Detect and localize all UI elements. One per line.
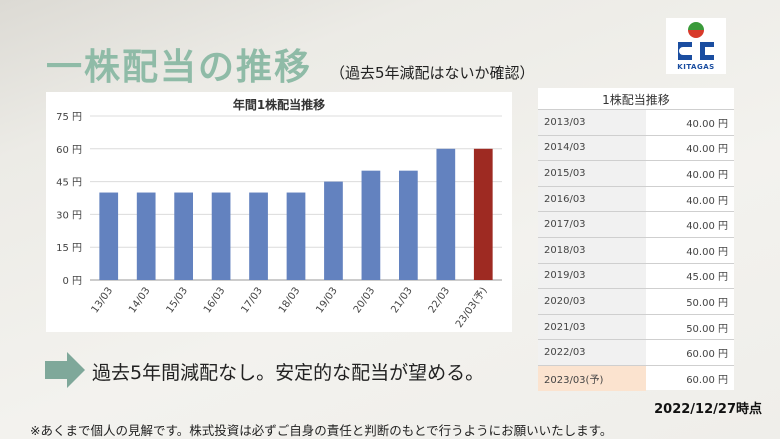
- table-cell-value: 50.00 円: [646, 288, 734, 315]
- table-cell-period: 2016/03: [538, 185, 646, 212]
- y-tick-label: 75 円: [56, 112, 82, 123]
- logo-mark-icon: [678, 22, 714, 60]
- x-tick-label: 14/03: [127, 285, 153, 315]
- bar: [436, 148, 456, 280]
- bar: [361, 170, 381, 280]
- chart-title: 年間1株配当推移: [232, 98, 326, 112]
- table-row: 2022/03 60.00 円: [538, 339, 734, 366]
- disclaimer: ※あくまで個人の見解です。株式投資は必ずご自身の責任と判断のもとで行うようにお願…: [30, 423, 613, 438]
- dividend-bar-chart: 年間1株配当推移 0 円 15 円 30 円 45 円 60 円 75 円 13/03 14/…: [46, 92, 512, 332]
- x-tick-label: 16/03: [202, 285, 228, 315]
- bar: [286, 192, 306, 280]
- table-cell-period: 2020/03: [538, 288, 646, 315]
- date-stamp: 2022/12/27時点: [654, 402, 762, 417]
- bar: [174, 192, 193, 280]
- bar: [473, 148, 493, 280]
- bar: [136, 192, 156, 280]
- x-tick-label: 15/03: [165, 285, 191, 315]
- table-row: 2021/03 50.00 円: [538, 313, 734, 340]
- x-tick-label: 13/03: [90, 285, 116, 315]
- table-title: 1株配当推移: [602, 93, 670, 107]
- y-tick-label: 15 円: [56, 243, 82, 254]
- table-cell-value: 40.00 円: [646, 185, 734, 212]
- bar: [99, 192, 119, 280]
- table-row: 2013/03 40.00 円: [538, 109, 734, 136]
- bar: [399, 170, 418, 280]
- x-tick-label: 22/03: [427, 285, 453, 315]
- y-tick-label: 60 円: [56, 145, 82, 156]
- table-cell-period: 2013/03: [538, 109, 646, 136]
- x-tick-label: 21/03: [389, 285, 415, 315]
- x-tick-label: 23/03(予): [453, 285, 490, 330]
- table-cell-period: 2021/03: [538, 313, 646, 340]
- table-cell-value: 40.00 円: [646, 109, 734, 136]
- table-cell-period: 2018/03: [538, 236, 646, 264]
- table-row: 2016/03 40.00 円: [538, 185, 734, 212]
- logo-text: KITAGAS: [677, 63, 715, 71]
- table-row: 2015/03 40.00 円: [538, 160, 734, 187]
- table-cell-period: 2014/03: [538, 134, 646, 161]
- table-cell-value: 60.00 円: [646, 364, 734, 391]
- table-row: 2018/03 40.00 円: [538, 236, 734, 264]
- y-tick-label: 0 円: [62, 276, 82, 287]
- page-title: 一株配当の推移: [46, 47, 313, 88]
- table-cell-value: 40.00 円: [646, 211, 734, 238]
- y-tick-label: 30 円: [56, 210, 82, 221]
- table-row: 2020/03 50.00 円: [538, 288, 734, 315]
- x-tick-label: 18/03: [277, 285, 303, 315]
- table-cell-value: 40.00 円: [646, 134, 734, 161]
- company-logo: KITAGAS: [666, 18, 726, 74]
- table-cell-period: 2015/03: [538, 160, 646, 187]
- x-tick-label: 20/03: [352, 285, 378, 315]
- x-tick-label: 17/03: [239, 285, 265, 315]
- bar: [211, 192, 231, 280]
- table-row: 2019/03 45.00 円: [538, 262, 734, 289]
- table-row: 2017/03 40.00 円: [538, 211, 734, 238]
- bar: [249, 192, 268, 280]
- page-subtitle: （過去5年減配はないか確認）: [330, 64, 535, 82]
- table-cell-period: 2017/03: [538, 211, 646, 238]
- table-cell-period: 2022/03: [538, 339, 646, 366]
- table-cell-value: 50.00 円: [646, 313, 734, 340]
- table-cell-value: 60.00 円: [646, 339, 734, 366]
- bar: [324, 181, 343, 280]
- table-cell-value: 40.00 円: [646, 160, 734, 187]
- table-row: 2014/03 40.00 円: [538, 134, 734, 161]
- x-tick-label: 19/03: [314, 285, 340, 315]
- y-tick-label: 45 円: [56, 178, 82, 189]
- dividend-table: 1株配当推移 2013/03 40.00 円 2014/03 40.00 円 2015/…: [538, 88, 734, 391]
- table-cell-period: 2023/03(予): [538, 364, 646, 391]
- dividend-table-body: 2013/03 40.00 円 2014/03 40.00 円 2015/03 40.00…: [538, 109, 734, 391]
- arrow-icon: [45, 352, 85, 388]
- table-cell-value: 45.00 円: [646, 262, 734, 289]
- table-row: 2023/03(予) 60.00 円: [538, 364, 734, 391]
- chart-svg: 0 円 15 円 30 円 45 円 60 円 75 円 13/03 14/03 15/03 16…: [56, 112, 502, 330]
- table-cell-period: 2019/03: [538, 262, 646, 289]
- conclusion-text: 過去5年間減配なし。安定的な配当が望める。: [92, 362, 485, 384]
- table-cell-value: 40.00 円: [646, 236, 734, 264]
